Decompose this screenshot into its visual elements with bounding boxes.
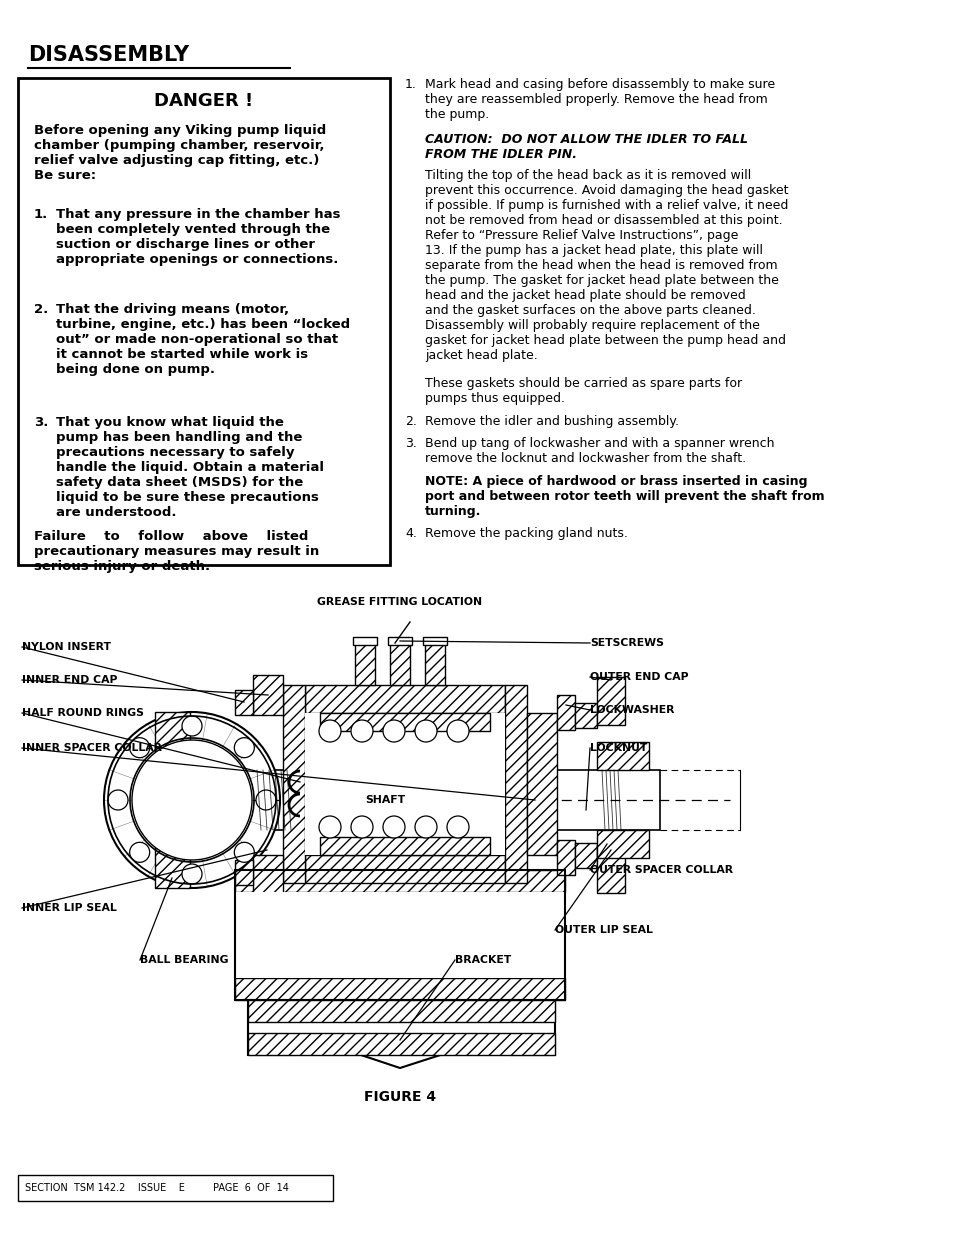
Bar	[253, 855, 283, 895]
Bar	[319, 837, 490, 855]
Text: Remove the packing gland nuts.: Remove the packing gland nuts.	[424, 527, 627, 540]
Circle shape	[318, 720, 340, 742]
Bar	[234, 860, 253, 885]
Text: NYLON INSERT: NYLON INSERT	[22, 642, 111, 652]
Text: INNER END CAP: INNER END CAP	[22, 676, 117, 685]
Circle shape	[182, 864, 202, 884]
Text: BRACKET: BRACKET	[455, 955, 511, 965]
Text: OUTER END CAP: OUTER END CAP	[589, 672, 688, 682]
Text: OUTER SPACER COLLAR: OUTER SPACER COLLAR	[589, 864, 732, 876]
Circle shape	[415, 816, 436, 839]
Bar	[234, 978, 564, 1000]
Bar	[305, 685, 504, 713]
Bar	[355, 643, 375, 685]
Circle shape	[415, 720, 436, 742]
Circle shape	[382, 816, 405, 839]
Bar	[422, 637, 447, 645]
Bar	[557, 840, 575, 876]
Bar	[234, 869, 564, 1000]
Text: FIGURE 4: FIGURE 4	[363, 1091, 436, 1104]
Text: Remove the idler and bushing assembly.: Remove the idler and bushing assembly.	[424, 415, 679, 429]
Text: 1.: 1.	[405, 78, 416, 91]
Circle shape	[104, 713, 280, 888]
Circle shape	[132, 740, 252, 860]
Bar	[353, 637, 376, 645]
Bar	[597, 677, 624, 725]
Text: DANGER !: DANGER !	[154, 91, 253, 110]
Bar	[557, 695, 575, 730]
Text: 3.: 3.	[34, 416, 49, 429]
Text: That the driving means (motor,
turbine, engine, etc.) has been “locked
out” or m: That the driving means (motor, turbine, …	[56, 303, 350, 375]
Bar	[305, 713, 504, 855]
Text: 3.: 3.	[405, 437, 416, 450]
Bar	[597, 742, 648, 769]
Circle shape	[447, 816, 469, 839]
Polygon shape	[248, 1000, 555, 1068]
Circle shape	[108, 790, 128, 810]
Bar	[235, 892, 563, 978]
Circle shape	[130, 737, 150, 758]
Text: 2.: 2.	[405, 415, 416, 429]
Text: 1.: 1.	[34, 207, 49, 221]
Text: INNER LIP SEAL: INNER LIP SEAL	[22, 903, 116, 913]
Bar	[597, 845, 624, 893]
Text: DISASSEMBLY: DISASSEMBLY	[28, 44, 189, 65]
Text: These gaskets should be carried as spare parts for
pumps thus equipped.: These gaskets should be carried as spare…	[424, 377, 741, 405]
Text: LOCKWASHER: LOCKWASHER	[589, 705, 674, 715]
Text: OUTER LIP SEAL: OUTER LIP SEAL	[555, 925, 652, 935]
Bar	[526, 713, 557, 855]
Circle shape	[351, 816, 373, 839]
Text: SHAFT: SHAFT	[365, 795, 405, 805]
Text: NOTE: A piece of hardwood or brass inserted in casing
port and between rotor tee: NOTE: A piece of hardwood or brass inser…	[424, 475, 823, 517]
Bar	[154, 848, 190, 888]
Text: LOCKNUT: LOCKNUT	[589, 743, 647, 753]
Bar	[248, 1032, 555, 1055]
Bar	[575, 844, 597, 868]
Bar	[18, 78, 390, 564]
Circle shape	[182, 716, 202, 736]
Circle shape	[447, 720, 469, 742]
Text: 2.: 2.	[34, 303, 49, 316]
Bar	[504, 685, 526, 883]
Text: INNER SPACER COLLAR: INNER SPACER COLLAR	[22, 743, 162, 753]
Bar	[575, 703, 597, 727]
Text: BALL BEARING: BALL BEARING	[140, 955, 229, 965]
Circle shape	[255, 790, 275, 810]
Bar	[597, 830, 648, 858]
Bar	[18, 1174, 333, 1200]
Circle shape	[234, 842, 254, 862]
Text: SETSCREWS: SETSCREWS	[589, 638, 663, 648]
Text: Failure    to    follow    above    listed
precautionary measures may result in
: Failure to follow above listed precautio…	[34, 530, 319, 573]
Bar	[253, 676, 283, 715]
Text: SECTION  TSM 142.2    ISSUE    E         PAGE  6  OF  14: SECTION TSM 142.2 ISSUE E PAGE 6 OF 14	[25, 1183, 289, 1193]
Circle shape	[351, 720, 373, 742]
Circle shape	[382, 720, 405, 742]
Bar	[283, 685, 305, 883]
Bar	[388, 637, 412, 645]
Text: HALF ROUND RINGS: HALF ROUND RINGS	[22, 708, 144, 718]
Bar	[230, 769, 659, 830]
Text: 4.: 4.	[405, 527, 416, 540]
Circle shape	[234, 737, 254, 758]
Bar	[319, 713, 490, 731]
Text: That any pressure in the chamber has
been completely vented through the
suction : That any pressure in the chamber has bee…	[56, 207, 340, 266]
Text: GREASE FITTING LOCATION: GREASE FITTING LOCATION	[317, 597, 482, 606]
Bar	[390, 643, 410, 685]
Text: Tilting the top of the head back as it is removed will
prevent this occurrence. : Tilting the top of the head back as it i…	[424, 169, 788, 362]
Bar	[248, 1000, 555, 1023]
Circle shape	[130, 842, 150, 862]
Bar	[154, 713, 190, 752]
Text: Bend up tang of lockwasher and with a spanner wrench
remove the locknut and lock: Bend up tang of lockwasher and with a sp…	[424, 437, 774, 466]
Text: That you know what liquid the
pump has been handling and the
precautions necessa: That you know what liquid the pump has b…	[56, 416, 324, 519]
Text: CAUTION:  DO NOT ALLOW THE IDLER TO FALL
FROM THE IDLER PIN.: CAUTION: DO NOT ALLOW THE IDLER TO FALL …	[424, 133, 747, 161]
Text: Before opening any Viking pump liquid
chamber (pumping chamber, reservoir,
relie: Before opening any Viking pump liquid ch…	[34, 124, 326, 182]
Text: Mark head and casing before disassembly to make sure
they are reassembled proper: Mark head and casing before disassembly …	[424, 78, 774, 121]
Circle shape	[318, 816, 340, 839]
Bar	[305, 855, 504, 883]
Bar	[234, 690, 253, 715]
Bar	[234, 869, 564, 892]
Bar	[424, 643, 444, 685]
